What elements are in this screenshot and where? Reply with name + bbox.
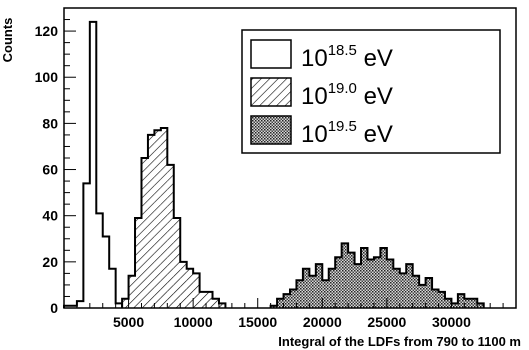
histogram-bar [83,183,90,308]
histogram-bar [302,268,310,308]
histogram-bar [70,305,77,308]
series-3 [269,242,485,308]
histogram-bar [180,261,187,308]
histogram-bar [309,275,316,308]
histogram-bar [328,268,336,308]
histogram-bar [115,303,123,308]
y-tick-label: 80 [42,115,58,131]
histogram-bar [470,298,478,308]
histogram-bar [135,218,142,308]
histogram-bar [277,298,284,308]
histogram-bar [341,243,349,308]
histogram-bar [322,280,329,308]
histogram-bar [89,21,97,308]
histogram-bar [354,264,362,308]
x-tick-label: 15000 [238,314,277,330]
histogram-bar [373,257,381,308]
histogram-bar [419,284,426,308]
histogram-bar [425,278,433,308]
histogram-bar [283,294,290,308]
histogram-bar [380,248,387,308]
histogram-bar [122,298,129,308]
histogram-bar [64,305,71,308]
histogram-bar [199,291,207,308]
histogram-bar [464,298,471,308]
histogram-bar [335,257,342,308]
histogram-bar [399,273,407,308]
y-tick-label: 0 [50,300,58,316]
histogram-bar [141,158,148,308]
histogram-bar [128,275,136,308]
histogram-bar [109,268,116,308]
histogram-bar [451,303,458,308]
x-tick-label: 30000 [432,314,471,330]
legend: 1018.5 eV 1019.0 eV 1019.5 eV [241,29,501,154]
x-axis-label: Integral of the LDFs from 790 to 1100 m [278,334,521,349]
histogram-bar [212,298,219,308]
histogram-bar [393,268,400,308]
histogram-bar [173,218,181,308]
histogram-bar [290,289,297,308]
histogram-bar [444,298,452,308]
histogram-bar [386,259,394,308]
y-tick-label: 60 [42,162,58,178]
histogram-bar [270,305,278,308]
histogram-bar [412,275,420,308]
histogram-bar [167,164,174,308]
x-tick-label: 5000 [113,314,144,330]
histogram-bar [193,273,200,308]
legend-swatch [250,77,292,107]
histogram-bar [102,236,110,308]
x-tick-label: 25000 [367,314,406,330]
legend-swatch [250,39,292,69]
histogram-bar [206,291,213,308]
axes: 0 20 40 60 80 100 120 5000 10000 15000 20000 25000 3… [35,7,517,330]
legend-entry-label: 1018.5 eV [301,42,393,72]
legend-entry-label: 1019.0 eV [301,80,393,110]
histogram-bar [432,289,439,308]
histogram-bar [96,213,103,308]
histogram-bar [296,280,303,308]
y-tick-label: 120 [35,23,59,39]
histogram-bar [186,268,194,308]
x-tick-label: 20000 [303,314,342,330]
histogram-bar [477,303,484,308]
y-tick-label: 40 [42,208,58,224]
histogram-bar [406,264,413,308]
series-2 [121,127,227,308]
histogram-bar [76,301,84,308]
legend-entry-label: 1019.5 eV [301,118,393,148]
histogram-bar [160,128,168,308]
series-outline [269,242,485,308]
y-tick-label: 100 [35,69,59,85]
x-tick-label: 10000 [174,314,213,330]
histogram-bar [438,291,445,308]
y-tick-label: 20 [42,254,58,270]
histogram-bar [154,130,161,308]
legend-swatch [250,115,292,145]
histogram-bar [348,252,355,308]
histogram-bar [218,303,226,308]
histogram-bar [147,134,155,308]
series-outline [121,127,227,308]
y-axis-label: Counts [0,18,15,63]
histogram-bar [367,259,374,308]
histogram-bar [361,248,368,308]
histogram-bar [315,264,323,308]
histogram-bar [457,294,465,308]
